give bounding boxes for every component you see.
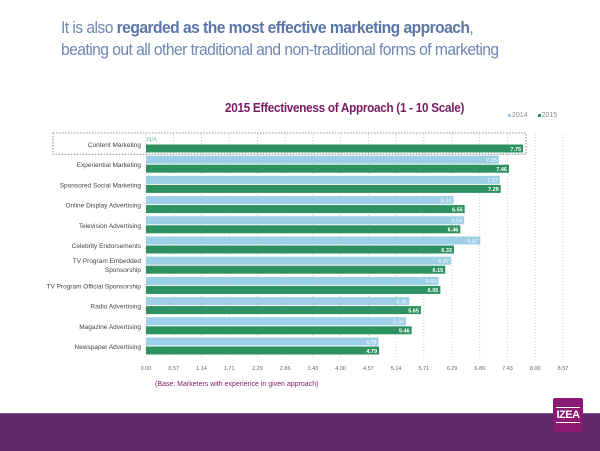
bar-2014 — [146, 317, 406, 326]
na-label: N/A — [147, 138, 157, 144]
x-tick-label: 0.00 — [141, 366, 152, 372]
category-label: Newspaper Advertising — [75, 344, 142, 351]
logo-text: IZEA — [556, 407, 580, 423]
x-tick-label: 1.71 — [224, 366, 235, 372]
x-tick-label: 1.14 — [196, 366, 207, 372]
category-label: TV Program Official Sponsorship — [46, 283, 141, 290]
x-tick-label: 3.43 — [308, 366, 319, 372]
data-label: 6.32 — [441, 198, 452, 204]
x-tick-label: 7.43 — [502, 366, 513, 372]
category-label: Sponsored Social Marketing — [60, 182, 142, 189]
category-label: Online Display Advertising — [65, 203, 141, 210]
legend-item-2014: 2014 — [508, 112, 528, 119]
data-label: 5.34 — [393, 320, 404, 326]
bar-2015 — [146, 184, 501, 193]
data-label: 6.54 — [452, 219, 463, 225]
footer-band — [0, 413, 600, 451]
chart-legend: 2014 2015 — [508, 112, 557, 119]
bar-2015 — [146, 144, 524, 153]
footnote: (Base: Marketers with experience in give… — [155, 381, 319, 388]
x-tick-label: 6.29 — [447, 366, 458, 372]
data-label: 7.27 — [487, 178, 498, 184]
legend-swatch-2014 — [508, 113, 511, 117]
data-label: 7.29 — [488, 187, 499, 193]
bar-2014 — [146, 155, 499, 164]
headline-bold: regarded as the most effective marketing… — [116, 18, 470, 37]
bar-2014 — [146, 196, 454, 205]
bar-2014 — [146, 256, 452, 265]
category-label: Television Advertising — [79, 223, 142, 230]
category-label: Radio Advertising — [90, 304, 141, 311]
bar-2015 — [146, 265, 446, 274]
bar-2014 — [146, 297, 410, 306]
data-label: 6.15 — [433, 268, 444, 274]
category-label: Experiential Marketing — [77, 162, 142, 169]
bar-2014 — [146, 337, 379, 346]
bar-2014 — [146, 276, 439, 285]
legend-label-2014: 2014 — [512, 112, 528, 119]
data-label: 5.41 — [397, 299, 408, 305]
bar-2015 — [146, 225, 461, 234]
bar-2015 — [146, 164, 509, 173]
x-tick-label: 5.14 — [391, 366, 402, 372]
x-tick-label: 0.57 — [168, 366, 179, 372]
data-label: 6.27 — [438, 259, 449, 265]
data-label: 6.33 — [441, 248, 452, 254]
bar-2014 — [146, 236, 481, 245]
legend-item-2015: 2015 — [537, 112, 558, 119]
x-tick-label: 4.57 — [363, 366, 374, 372]
bar-2014 — [146, 216, 465, 225]
category-label: Celebrity Endorsements — [72, 243, 142, 250]
bar-2015 — [146, 245, 455, 254]
category-label: Sponsorship — [105, 267, 142, 274]
data-label: 7.75 — [510, 147, 521, 153]
data-label: 7.46 — [496, 167, 507, 173]
x-tick-label: 2.86 — [280, 366, 291, 372]
x-tick-label: 8.57 — [558, 366, 569, 372]
data-label: 6.46 — [448, 228, 459, 234]
x-tick-label: 2.29 — [252, 366, 263, 372]
bar-2015 — [146, 346, 380, 355]
legend-label-2015: 2015 — [541, 112, 558, 119]
x-tick-label: 8.00 — [530, 366, 541, 372]
bar-2015 — [146, 306, 421, 315]
data-label: 5.65 — [408, 308, 419, 314]
x-tick-label: 6.86 — [474, 366, 485, 372]
bar-2014 — [146, 175, 500, 184]
headline: It is also regarded as the most effectiv… — [61, 17, 521, 61]
data-label: 4.79 — [366, 349, 377, 355]
data-label: 6.01 — [426, 279, 437, 285]
bar-2015 — [146, 285, 441, 294]
data-label: 6.55 — [452, 207, 463, 213]
izea-logo: IZEA — [553, 398, 583, 432]
category-label: TV Program Embedded — [73, 258, 142, 265]
x-tick-label: 4.00 — [335, 366, 346, 372]
data-label: 6.05 — [428, 288, 439, 294]
bar-2015 — [146, 326, 412, 335]
category-label: Magazine Advertising — [79, 324, 141, 331]
data-label: 5.46 — [399, 329, 410, 335]
data-label: 7.25 — [486, 158, 497, 164]
headline-prefix: It is also — [61, 18, 117, 37]
chart-title: 2015 Effectiveness of Approach (1 - 10 S… — [225, 100, 465, 115]
data-label: 4.78 — [366, 340, 377, 346]
highlight-box — [52, 132, 527, 155]
bar-2015 — [146, 205, 465, 214]
headline-suffix: , beating out all other traditional and … — [61, 18, 499, 59]
legend-swatch-2015 — [537, 113, 541, 117]
data-label: 6.87 — [468, 239, 479, 245]
category-label: Content Marketing — [88, 142, 141, 149]
x-tick-label: 5.71 — [418, 366, 429, 372]
